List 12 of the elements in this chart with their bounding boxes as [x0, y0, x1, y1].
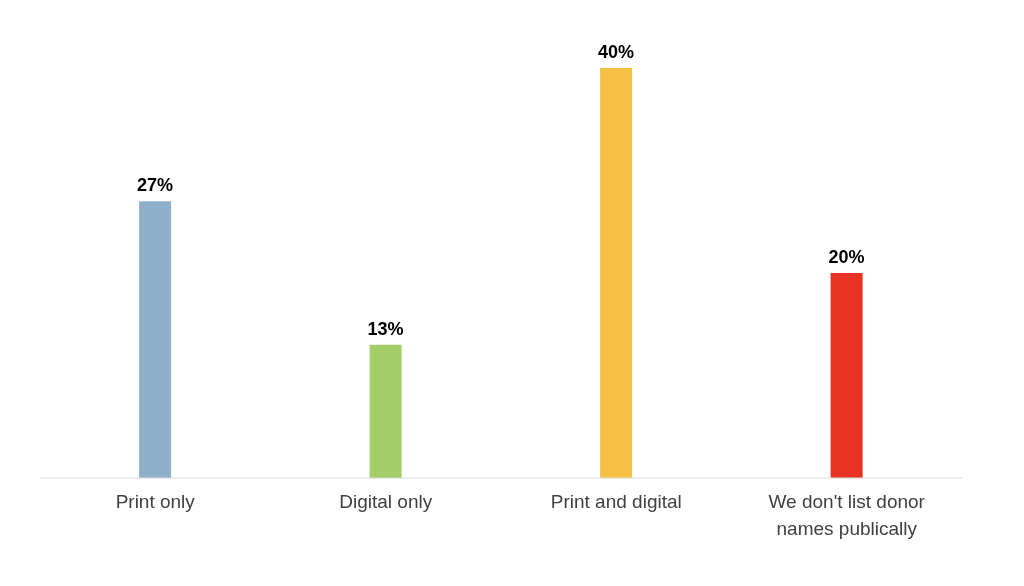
data-label: 27%: [137, 175, 174, 196]
x-tick-label: Digital only: [339, 491, 433, 512]
x-tick-label: Print only: [115, 491, 196, 512]
x-tick-label: We don't list donor names publically: [768, 491, 926, 539]
bar: [600, 68, 633, 478]
data-label: 40%: [598, 42, 635, 62]
data-label: 13%: [367, 318, 404, 339]
bar: [139, 201, 172, 478]
bar: [369, 344, 402, 478]
data-label: 20%: [828, 247, 865, 267]
x-tick-label: Print and digital: [550, 491, 682, 512]
bar: [830, 273, 863, 478]
